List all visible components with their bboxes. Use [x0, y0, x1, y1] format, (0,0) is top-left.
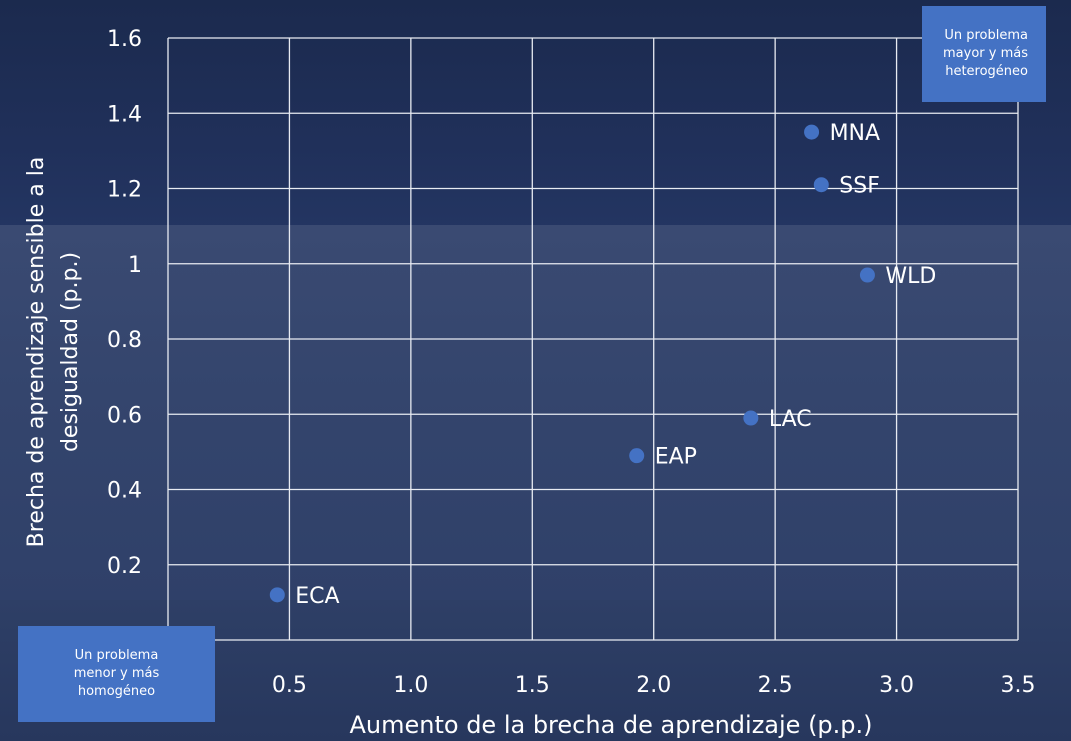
annotation-line: homogéneo [77, 684, 156, 699]
x-tick-label: 2.5 [758, 673, 793, 698]
background-light-band [0, 225, 1071, 645]
data-label-eap: EAP [655, 445, 697, 470]
annotation-line: mayor y más [943, 46, 1028, 61]
x-axis-label: Aumento de la brecha de aprendizaje (p.p… [349, 711, 872, 739]
y-tick-label: 0.8 [107, 328, 142, 353]
y-tick-label: 0.6 [107, 403, 142, 428]
annotation-line: Un problema [944, 28, 1028, 43]
y-axis-ticks: 0.2 0.4 0.6 0.8 1 1.2 1.4 1.6 [107, 27, 142, 579]
annotation-smaller-problem: Un problema menor y más homogéneo [18, 626, 215, 722]
y-axis-label-line-1: Brecha de aprendizaje sensible a la [24, 157, 49, 548]
x-tick-label: 3.0 [879, 673, 914, 698]
y-axis-label-line-2: desigualdad (p.p.) [58, 252, 83, 452]
x-axis-ticks: 0.5 1.0 1.5 2.0 2.5 3.0 3.5 [272, 673, 1036, 698]
annotation-line: Un problema [74, 648, 159, 663]
annotation-bigger-problem: Un problema mayor y más heterogéneo [922, 6, 1046, 102]
x-tick-label: 1.5 [515, 673, 550, 698]
y-tick-label: 1.4 [107, 102, 142, 127]
data-label-lac: LAC [769, 407, 812, 432]
y-tick-label: 1.2 [107, 178, 142, 203]
data-label-mna: MNA [830, 121, 881, 146]
x-tick-label: 0.5 [272, 673, 307, 698]
data-point-eap [629, 448, 645, 464]
gridlines [167, 37, 1019, 641]
y-axis-label: Brecha de aprendizaje sensible a la desi… [24, 157, 83, 548]
background-dark-band [0, 0, 1071, 240]
annotation-line: menor y más [73, 666, 160, 681]
annotation-line: heterogéneo [945, 64, 1028, 79]
data-label-wld: WLD [885, 264, 936, 289]
data-points: ECA EAP LAC WLD SSF MNA [269, 121, 936, 609]
x-tick-label: 3.5 [1001, 673, 1036, 698]
x-tick-label: 1.0 [393, 673, 428, 698]
data-point-mna [804, 124, 820, 140]
y-tick-label: 1.6 [107, 27, 142, 52]
x-tick-label: 2.0 [636, 673, 671, 698]
y-tick-label: 1 [128, 253, 142, 278]
data-point-ssf [813, 177, 829, 193]
data-point-eca [269, 587, 285, 603]
y-tick-label: 0.2 [107, 554, 142, 579]
data-point-lac [743, 410, 759, 426]
data-label-ssf: SSF [839, 174, 880, 199]
data-label-eca: ECA [295, 584, 339, 609]
y-tick-label: 0.4 [107, 479, 142, 504]
data-point-wld [859, 267, 875, 283]
